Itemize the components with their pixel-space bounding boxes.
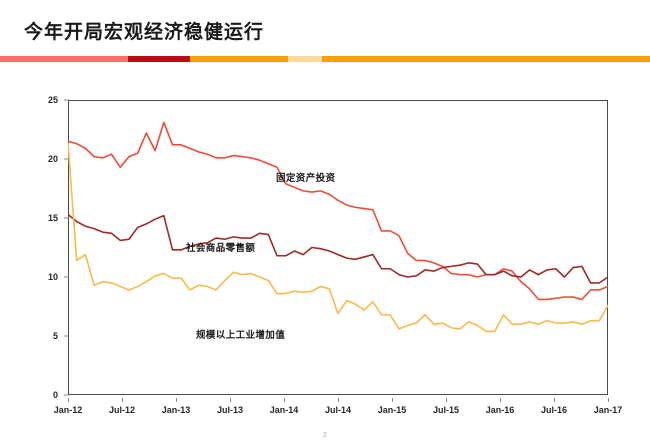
x-axis-tick-mark [122,398,123,402]
y-axis: 0 5 10 15 20 25 [30,95,64,400]
y-axis-tick-label: 15 [47,213,58,223]
x-axis-tick-label: Jul-12 [108,405,136,415]
x-axis-tick-mark [338,398,339,402]
x-axis-tick-mark [446,398,447,402]
divider-segment-salmon [0,56,129,62]
x-axis-tick-label: Jan-17 [593,405,623,415]
y-axis-tick-label: 5 [52,331,58,341]
x-axis-tick-mark [284,398,285,402]
y-axis-tick-label: 0 [52,390,58,400]
series-line-社会商品零售额 [68,214,608,282]
x-axis-tick-label: Jan-12 [53,405,83,415]
x-axis-tick-label: Jul-14 [324,405,352,415]
series-line-固定资产投资 [68,122,608,299]
x-axis-tick-mark [554,398,555,402]
page-title: 今年开局宏观经济稳健运行 [24,22,265,43]
series-annotation-规模以上工业增加值: 规模以上工业增加值 [196,330,286,341]
x-axis-tick-label: Jan-14 [269,405,299,415]
x-axis: Jan-12 Jul-12 Jan-13 Jul-13 Jan-14 Jul-14 Jan-… [54,398,622,422]
x-axis-tick-label: Jan-15 [377,405,407,415]
x-axis-tick-mark [230,398,231,402]
chart-container: 0 5 10 15 20 25 Jan-12 Jul-12 Jan-13 Jul-13 Jan-1… [0,78,650,428]
title-divider-bar [0,56,650,62]
y-axis-tick-mark [64,394,69,396]
plot-lines-svg [68,100,608,395]
x-axis-tick-mark [176,398,177,402]
x-axis-tick-mark [68,398,69,402]
y-axis-tick-label: 25 [47,95,58,105]
x-axis-tick-mark [608,398,609,402]
y-axis-tick-mark [64,158,69,160]
x-axis-tick-label: Jul-16 [540,405,568,415]
x-axis-tick-mark [392,398,393,402]
divider-segment-orange [189,56,288,62]
divider-segment-dark-red [128,56,190,62]
x-axis-tick-label: Jan-13 [161,405,191,415]
series-annotation-固定资产投资: 固定资产投资 [276,173,336,184]
x-axis-tick-mark [500,398,501,402]
y-axis-tick-mark [64,335,69,337]
y-axis-tick-label: 20 [47,154,58,164]
y-axis-tick-label: 10 [47,272,58,282]
y-axis-tick-mark [64,276,69,278]
series-annotation-社会商品零售额: 社会商品零售额 [186,243,256,254]
divider-segment-light-peach [287,56,322,62]
y-axis-tick-mark [64,217,69,219]
x-axis-tick-label: Jul-13 [216,405,244,415]
x-axis-tick-label: Jan-16 [485,405,515,415]
series-line-规模以上工业增加值 [68,144,608,332]
divider-segment-orange-tail [321,56,650,62]
x-axis-tick-label: Jul-15 [432,405,460,415]
plot-area-border [68,100,608,395]
page-number: 2 [323,432,327,439]
y-axis-tick-mark [64,99,69,101]
